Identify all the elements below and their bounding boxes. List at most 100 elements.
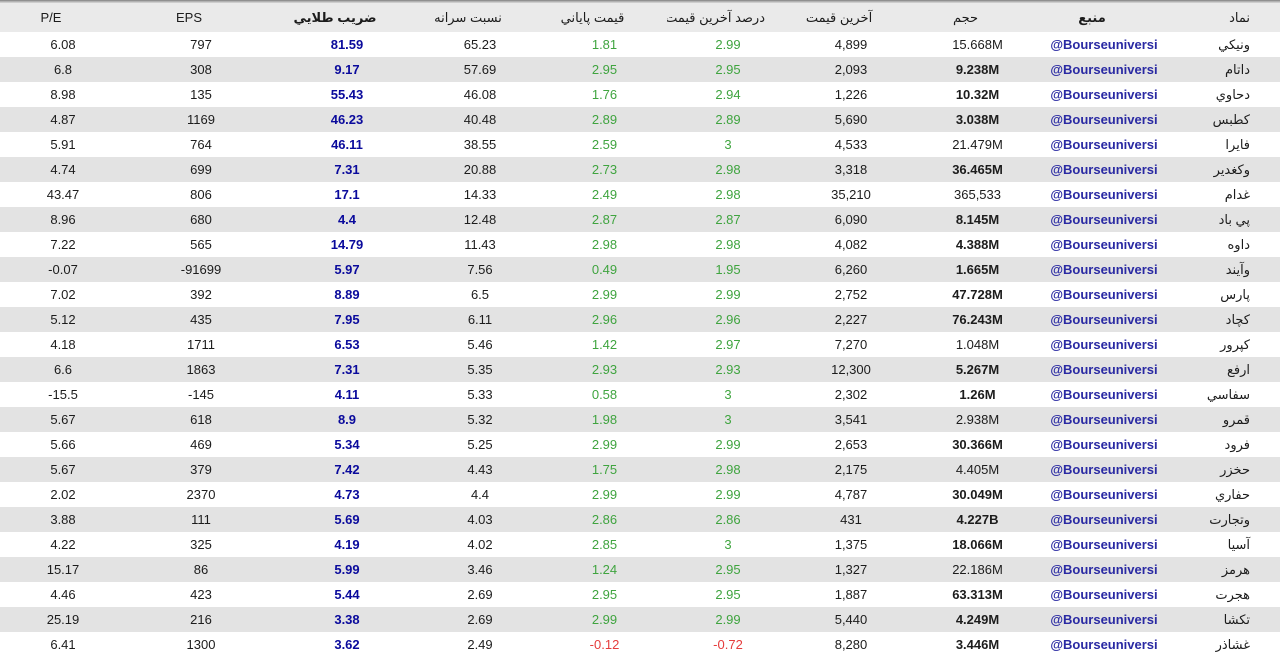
cell-last_price: 3,318 — [789, 157, 913, 182]
cell-last_price: 4,899 — [789, 32, 913, 57]
source-link[interactable]: @Bourseuniversi — [1042, 82, 1166, 107]
cell-volume: 4.388M — [913, 232, 1042, 257]
source-link[interactable]: @Bourseuniversi — [1042, 332, 1166, 357]
cell-eps: 135 — [126, 82, 276, 107]
cell-pe: 7.22 — [0, 232, 126, 257]
cell-close_pct: 2.99 — [542, 282, 667, 307]
symbol-cell: ونيكي — [1166, 32, 1280, 57]
col-header-pe: P/E — [0, 3, 126, 32]
table-row: كپرور @Bourseuniversi 1.048M 7,270 2.97 1.42 5… — [0, 332, 1280, 357]
cell-eps: 565 — [126, 232, 276, 257]
col-header-close_pct: قيمت پاياني — [542, 3, 667, 32]
cell-last_pct: 2.99 — [667, 482, 789, 507]
source-link[interactable]: @Bourseuniversi — [1042, 582, 1166, 607]
source-link[interactable]: @Bourseuniversi — [1042, 182, 1166, 207]
cell-close_pct: 2.85 — [542, 532, 667, 557]
source-link[interactable]: @Bourseuniversi — [1042, 132, 1166, 157]
source-link[interactable]: @Bourseuniversi — [1042, 157, 1166, 182]
source-link[interactable]: @Bourseuniversi — [1042, 507, 1166, 532]
cell-close_pct: 2.73 — [542, 157, 667, 182]
table-row: غشاذر @Bourseuniversi 3.446M 8,280 -0.72 -0.1… — [0, 632, 1280, 657]
source-link[interactable]: @Bourseuniversi — [1042, 32, 1166, 57]
cell-last_price: 6,260 — [789, 257, 913, 282]
cell-last_price: 12,300 — [789, 357, 913, 382]
table-row: تكشا @Bourseuniversi 4.249M 5,440 2.99 2.99 2.… — [0, 607, 1280, 632]
cell-pe: 6.6 — [0, 357, 126, 382]
source-link[interactable]: @Bourseuniversi — [1042, 207, 1166, 232]
cell-golden: 5.99 — [276, 557, 418, 582]
cell-volume: 1.048M — [913, 332, 1042, 357]
cell-close_pct: 1.24 — [542, 557, 667, 582]
cell-volume: 1.665M — [913, 257, 1042, 282]
source-link[interactable]: @Bourseuniversi — [1042, 382, 1166, 407]
cell-per_capita: 65.23 — [418, 32, 542, 57]
cell-last_pct: -0.72 — [667, 632, 789, 657]
cell-golden: 4.73 — [276, 482, 418, 507]
cell-eps: 379 — [126, 457, 276, 482]
cell-last_pct: 1.95 — [667, 257, 789, 282]
cell-last_pct: 3 — [667, 407, 789, 432]
source-link[interactable]: @Bourseuniversi — [1042, 607, 1166, 632]
cell-last_price: 8,280 — [789, 632, 913, 657]
symbol-cell: قمرو — [1166, 407, 1280, 432]
cell-last_pct: 2.96 — [667, 307, 789, 332]
cell-close_pct: 1.76 — [542, 82, 667, 107]
cell-close_pct: 2.99 — [542, 607, 667, 632]
source-link[interactable]: @Bourseuniversi — [1042, 282, 1166, 307]
cell-last_price: 1,887 — [789, 582, 913, 607]
source-link[interactable]: @Bourseuniversi — [1042, 532, 1166, 557]
table-row: فرود @Bourseuniversi 30.366M 2,653 2.99 2.99 5… — [0, 432, 1280, 457]
cell-last_price: 1,226 — [789, 82, 913, 107]
cell-per_capita: 20.88 — [418, 157, 542, 182]
cell-golden: 8.9 — [276, 407, 418, 432]
col-header-eps: EPS — [126, 3, 276, 32]
source-link[interactable]: @Bourseuniversi — [1042, 357, 1166, 382]
source-link[interactable]: @Bourseuniversi — [1042, 307, 1166, 332]
cell-golden: 46.11 — [276, 132, 418, 157]
cell-volume: 21.479M — [913, 132, 1042, 157]
cell-per_capita: 46.08 — [418, 82, 542, 107]
cell-last_pct: 2.98 — [667, 182, 789, 207]
cell-pe: 4.18 — [0, 332, 126, 357]
symbol-cell: هجرت — [1166, 582, 1280, 607]
cell-last_price: 35,210 — [789, 182, 913, 207]
table-row: ونيكي @Bourseuniversi 15.668M 4,899 2.99 1.81… — [0, 32, 1280, 57]
source-link[interactable]: @Bourseuniversi — [1042, 457, 1166, 482]
source-link[interactable]: @Bourseuniversi — [1042, 407, 1166, 432]
source-link[interactable]: @Bourseuniversi — [1042, 557, 1166, 582]
cell-pe: 5.91 — [0, 132, 126, 157]
cell-per_capita: 5.46 — [418, 332, 542, 357]
cell-eps: 1863 — [126, 357, 276, 382]
cell-last_pct: 2.95 — [667, 557, 789, 582]
col-header-symbol: نماد — [1166, 3, 1280, 32]
source-link[interactable]: @Bourseuniversi — [1042, 632, 1166, 657]
table-row: غدام @Bourseuniversi 365,533 35,210 2.98 2.49… — [0, 182, 1280, 207]
source-link[interactable]: @Bourseuniversi — [1042, 57, 1166, 82]
cell-volume: 30.366M — [913, 432, 1042, 457]
cell-last_pct: 3 — [667, 382, 789, 407]
cell-per_capita: 40.48 — [418, 107, 542, 132]
cell-volume: 2.938M — [913, 407, 1042, 432]
source-link[interactable]: @Bourseuniversi — [1042, 232, 1166, 257]
cell-last_price: 2,175 — [789, 457, 913, 482]
symbol-cell: كچاد — [1166, 307, 1280, 332]
cell-volume: 1.26M — [913, 382, 1042, 407]
source-link[interactable]: @Bourseuniversi — [1042, 257, 1166, 282]
source-link[interactable]: @Bourseuniversi — [1042, 482, 1166, 507]
cell-golden: 6.53 — [276, 332, 418, 357]
cell-last_price: 5,690 — [789, 107, 913, 132]
cell-golden: 3.38 — [276, 607, 418, 632]
source-link[interactable]: @Bourseuniversi — [1042, 432, 1166, 457]
cell-close_pct: 2.87 — [542, 207, 667, 232]
cell-volume: 30.049M — [913, 482, 1042, 507]
cell-volume: 36.465M — [913, 157, 1042, 182]
source-link[interactable]: @Bourseuniversi — [1042, 107, 1166, 132]
cell-pe: 4.46 — [0, 582, 126, 607]
cell-golden: 7.95 — [276, 307, 418, 332]
cell-pe: 6.41 — [0, 632, 126, 657]
table-row: داتام @Bourseuniversi 9.238M 2,093 2.95 2.95 5… — [0, 57, 1280, 82]
cell-last_pct: 2.99 — [667, 32, 789, 57]
symbol-cell: غدام — [1166, 182, 1280, 207]
cell-close_pct: 2.98 — [542, 232, 667, 257]
cell-close_pct: 1.75 — [542, 457, 667, 482]
